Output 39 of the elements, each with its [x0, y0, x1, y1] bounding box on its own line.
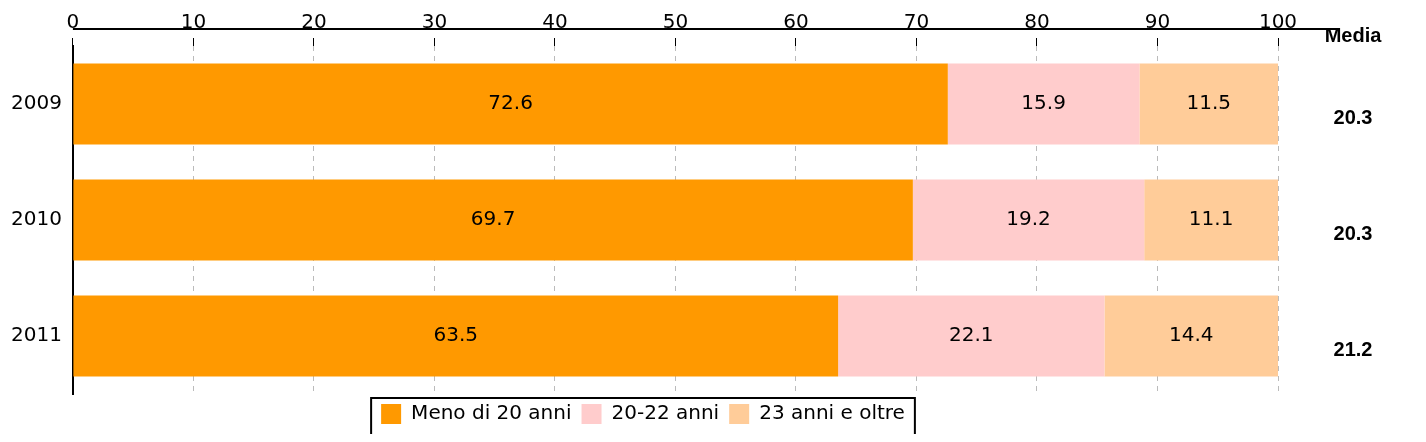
- legend-label: 23 anni e oltre: [759, 400, 905, 425]
- legend-label: 20-22 anni: [611, 400, 720, 425]
- x-tick-label: 30: [421, 9, 448, 34]
- bar: [73, 295, 839, 377]
- bar: [1104, 295, 1278, 377]
- bar: [838, 295, 1105, 377]
- text: 20.3: [1333, 221, 1373, 244]
- y-tick-label: 2010: [10, 206, 62, 231]
- data-label: 11.5: [1186, 90, 1231, 115]
- bar: [947, 63, 1140, 145]
- data-label: 63.5: [433, 322, 479, 347]
- bar: [912, 179, 1145, 261]
- y-tick-label: 2011: [10, 322, 62, 347]
- data-label: 11.1: [1188, 206, 1234, 231]
- bar: [1139, 63, 1278, 145]
- x-tick-label: 80: [1024, 9, 1050, 34]
- bar: [73, 63, 948, 145]
- text: Media: [1324, 23, 1383, 46]
- x-tick-label: 40: [542, 9, 568, 34]
- y-tick-label: 2009: [10, 90, 62, 115]
- text: 21.2: [1333, 337, 1373, 360]
- x-tick-label: 70: [903, 9, 930, 34]
- data-label: 69.7: [470, 206, 516, 231]
- data-label: 14.4: [1168, 322, 1214, 347]
- x-tick-label: 100: [1258, 9, 1298, 34]
- legend-label: Meno di 20 anni: [411, 400, 572, 425]
- text: 20.3: [1333, 105, 1373, 128]
- x-tick-label: 50: [662, 9, 689, 34]
- data-label: 15.9: [1021, 90, 1066, 115]
- x-tick-label: 90: [1144, 9, 1171, 34]
- x-tick-label: 0: [66, 9, 80, 34]
- data-label: 22.1: [949, 322, 994, 347]
- x-tick-label: 20: [301, 9, 327, 34]
- data-label: 19.2: [1006, 206, 1051, 231]
- bar: [73, 179, 913, 261]
- bar: [1144, 179, 1278, 261]
- x-tick-label: 10: [180, 9, 207, 34]
- data-label: 72.6: [488, 90, 533, 115]
- x-tick-label: 60: [783, 9, 809, 34]
